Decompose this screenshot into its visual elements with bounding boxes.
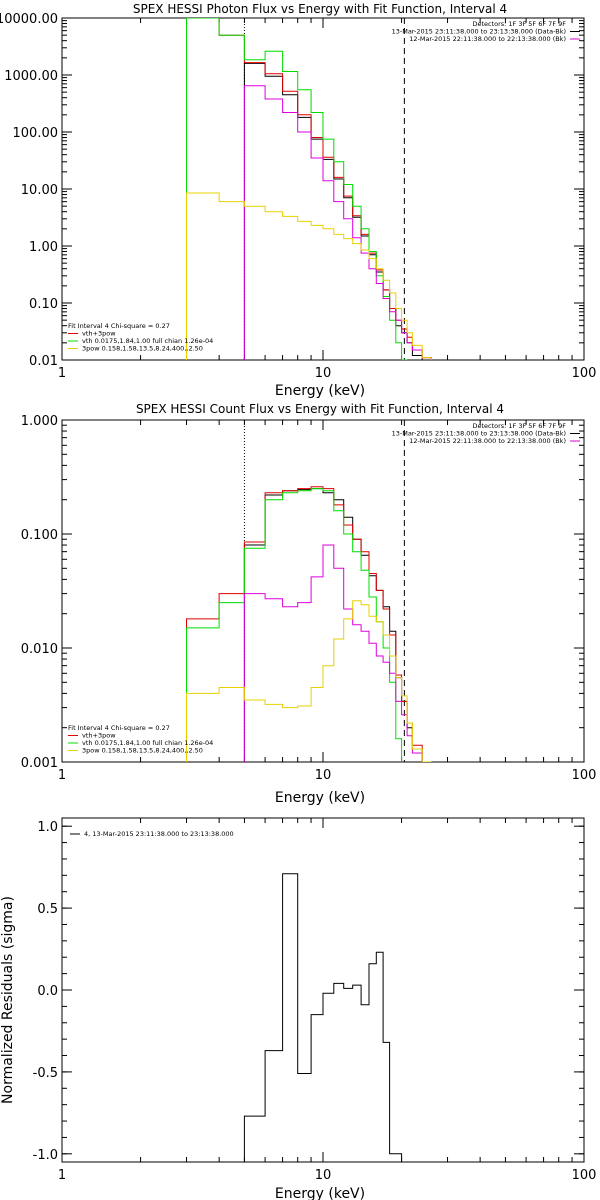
x-tick-label: 10 (315, 366, 332, 381)
y-tick-label: 0.10 (29, 297, 58, 312)
info-line: 12-Mar-2015 22:11:38.000 to 22:13:38.000… (409, 437, 566, 445)
y-tick-label: 0.5 (37, 902, 58, 917)
plot-frame (61, 419, 585, 763)
legend-entry: 4, 13-Mar-2015 23:11:38.000 to 23:13:38.… (84, 830, 234, 838)
info-line: Detectors: 1F 3F 5F 6F 7F 9F (472, 20, 566, 28)
y-tick-label: 0.100 (21, 528, 58, 543)
y-tick-label: -0.5 (33, 1066, 58, 1081)
y-tick-label: -1.0 (33, 1148, 58, 1163)
x-tick-label: 10 (315, 1168, 332, 1183)
x-tick-label: 1 (58, 366, 66, 381)
x-tick-label: 100 (572, 1168, 597, 1183)
residuals-panel: Energy (keV) Normalized Residuals (sigma… (0, 817, 597, 1200)
count-chart-title: SPEX HESSI Count Flux vs Energy with Fit… (136, 402, 504, 416)
y-tick-label: 10.00 (21, 183, 58, 198)
residuals-y-axis-label: Normalized Residuals (sigma) (0, 896, 16, 1104)
y-tick-label: 0.01 (29, 354, 58, 369)
y-tick-label: 1.0 (37, 820, 58, 835)
photon-x-axis-label: Energy (keV) (275, 383, 365, 399)
plot-frame (61, 817, 585, 1163)
y-tick-label: 0.010 (21, 642, 58, 657)
series-line-4 (186, 600, 432, 762)
info-line: 13-Mar-2015 23:11:38.000 to 23:13:38.000… (392, 28, 566, 36)
plot-frame (61, 17, 585, 361)
series-line-3 (243, 85, 432, 360)
legend-entry: 3pow 0.158,1.58,13.5,8.24,400,,2.50 (82, 747, 203, 755)
series-line-3 (243, 544, 432, 762)
photon-flux-panel: SPEX HESSI Photon Flux vs Energy with Fi… (0, 2, 596, 399)
x-tick-label: 100 (572, 768, 597, 783)
y-tick-label: 10000.00 (0, 12, 58, 27)
legend-entry: 3pow 0.158,1.58,13.5,8.24,400,,2.50 (82, 345, 203, 353)
legend-entry: vth+3pow (82, 330, 116, 338)
series-line-4 (186, 192, 432, 360)
legend-entry: vth 0.0175,1.84,1.00 full chian 1.26e-04 (82, 739, 213, 747)
series-line-0 (243, 873, 403, 1162)
photon-chart-title: SPEX HESSI Photon Flux vs Energy with Fi… (133, 2, 507, 16)
data-layer (186, 18, 432, 360)
count-flux-panel: SPEX HESSI Count Flux vs Energy with Fit… (21, 402, 597, 806)
info-line: 13-Mar-2015 23:11:38.000 to 23:13:38.000… (392, 430, 566, 438)
legend-entry: vth+3pow (82, 732, 116, 740)
info-line: Detectors: 1F 3F 5F 6F 7F 9F (472, 422, 566, 430)
data-layer (243, 873, 403, 1162)
data-layer (186, 420, 432, 762)
x-tick-label: 100 (572, 366, 597, 381)
series-line-0 (243, 488, 432, 762)
x-tick-label: 1 (58, 768, 66, 783)
y-tick-label: 100.00 (13, 126, 59, 141)
y-tick-label: 1.00 (29, 240, 58, 255)
residuals-x-axis-label: Energy (keV) (275, 1186, 365, 1200)
y-tick-label: 0.001 (21, 756, 58, 771)
series-line-2 (186, 488, 403, 762)
legend-header: Fit Interval 4 Chi-square = 0.27 (68, 724, 170, 732)
series-line-1 (186, 18, 432, 360)
x-tick-label: 10 (315, 768, 332, 783)
y-tick-label: 1000.00 (4, 69, 58, 84)
y-tick-label: 0.0 (37, 984, 58, 999)
count-x-axis-label: Energy (keV) (275, 790, 365, 806)
legend-header: Fit Interval 4 Chi-square = 0.27 (68, 322, 170, 330)
info-line: 12-Mar-2015 22:11:38.000 to 22:13:38.000… (409, 35, 566, 43)
y-tick-label: 1.000 (21, 414, 58, 429)
legend-entry: vth 0.0175,1.84,1.00 full chian 1.26e-04 (82, 337, 213, 345)
series-line-1 (186, 486, 432, 762)
series-line-2 (186, 18, 408, 360)
x-tick-label: 1 (58, 1168, 66, 1183)
